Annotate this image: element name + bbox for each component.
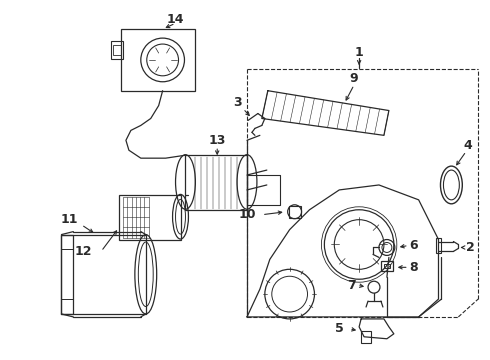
Bar	[436, 238, 441, 253]
Bar	[111, 41, 123, 59]
Text: 7: 7	[347, 279, 356, 292]
Bar	[384, 264, 390, 268]
Text: 10: 10	[238, 208, 256, 221]
Text: 5: 5	[335, 322, 343, 336]
Text: 8: 8	[409, 261, 418, 274]
Bar	[61, 249, 74, 299]
Text: 4: 4	[464, 139, 473, 152]
Bar	[185, 155, 247, 210]
Text: 11: 11	[61, 213, 78, 226]
Text: 3: 3	[233, 96, 242, 109]
Bar	[119, 195, 180, 239]
Bar	[361, 331, 371, 343]
Bar	[61, 235, 146, 314]
Text: 13: 13	[209, 134, 226, 147]
Text: 14: 14	[167, 13, 184, 26]
Bar	[381, 261, 393, 271]
Bar	[113, 45, 121, 55]
Bar	[289, 206, 300, 218]
Text: 9: 9	[350, 72, 359, 85]
Text: 2: 2	[466, 241, 475, 254]
Text: 6: 6	[409, 239, 418, 252]
Text: 12: 12	[74, 245, 92, 258]
Bar	[121, 29, 196, 91]
Text: 1: 1	[355, 46, 364, 59]
